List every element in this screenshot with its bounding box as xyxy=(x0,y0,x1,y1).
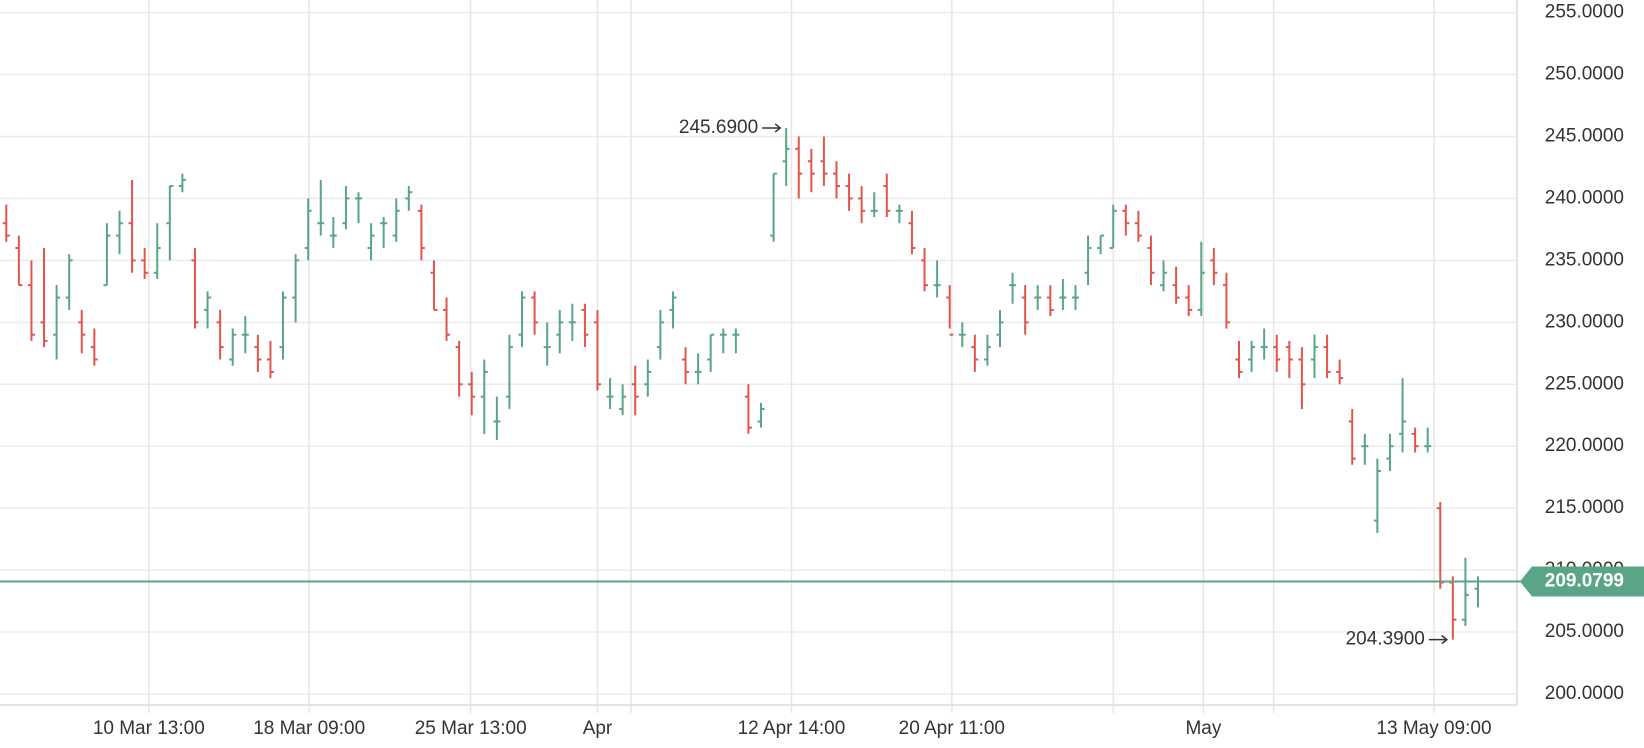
x-tick-label: 25 Mar 13:00 xyxy=(415,718,527,739)
y-tick-label: 240.0000 xyxy=(1545,187,1624,208)
x-tick-label: May xyxy=(1185,718,1221,739)
x-tick-label: 13 May 09:00 xyxy=(1376,718,1491,739)
y-tick-label: 205.0000 xyxy=(1545,621,1624,642)
annotation-label: 245.6900 xyxy=(679,117,758,138)
y-tick-label: 250.0000 xyxy=(1545,64,1624,85)
y-tick-label: 220.0000 xyxy=(1545,435,1624,456)
y-tick-label: 235.0000 xyxy=(1545,249,1624,270)
y-tick-label: 200.0000 xyxy=(1545,683,1624,704)
annotation-label: 204.3900 xyxy=(1346,629,1425,650)
y-tick-label: 245.0000 xyxy=(1545,126,1624,147)
last-price-label: 209.0799 xyxy=(1545,571,1624,592)
x-tick-label: 20 Apr 11:00 xyxy=(899,718,1005,739)
y-tick-label: 230.0000 xyxy=(1545,311,1624,332)
x-tick-label: 10 Mar 13:00 xyxy=(93,718,205,739)
y-tick-label: 225.0000 xyxy=(1545,373,1624,394)
x-tick-label: 12 Apr 14:00 xyxy=(738,718,846,739)
x-tick-label: 18 Mar 09:00 xyxy=(253,718,365,739)
y-tick-label: 215.0000 xyxy=(1545,497,1624,518)
y-tick-label: 255.0000 xyxy=(1545,2,1624,23)
last-price-tag xyxy=(1520,566,1644,597)
x-tick-label: Apr xyxy=(583,718,613,739)
annotation-arrowhead xyxy=(1441,635,1449,645)
annotation-arrowhead xyxy=(774,123,782,133)
